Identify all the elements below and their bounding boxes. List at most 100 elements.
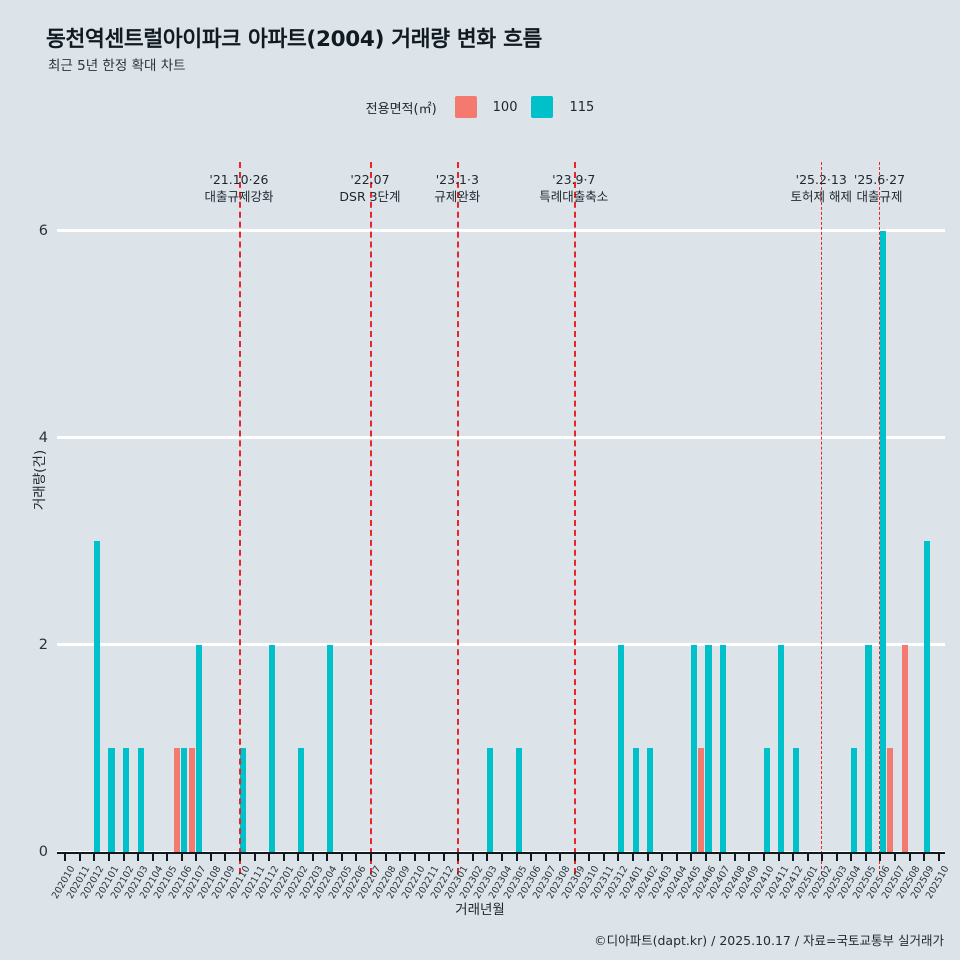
x-tick: [399, 852, 402, 861]
x-tick: [209, 852, 212, 861]
x-tick: [64, 852, 67, 861]
bar-115-202101[interactable]: [108, 748, 115, 852]
x-tick: [355, 852, 358, 861]
bar-115-202411[interactable]: [778, 644, 785, 852]
x-tick: [864, 852, 867, 861]
event-line-202309: [573, 162, 576, 874]
gridline: [57, 436, 945, 440]
event-label-202502: '25.2·13 토허제 해제: [791, 172, 852, 206]
y-axis-label: 거래량(건): [32, 449, 49, 511]
event-text: 대출규제강화: [204, 189, 274, 205]
x-tick: [733, 852, 736, 861]
legend-item-115[interactable]: 115: [531, 96, 594, 118]
y-tick-label: 2: [38, 636, 48, 653]
bar-100-202507[interactable]: [887, 748, 894, 852]
x-tick: [369, 852, 372, 861]
x-tick: [151, 852, 154, 861]
x-tick: [180, 852, 183, 861]
bar-115-202204[interactable]: [326, 644, 334, 852]
bar-115-202401[interactable]: [632, 748, 639, 852]
bar-115-202110[interactable]: [239, 748, 246, 852]
bar-115-202412[interactable]: [792, 748, 799, 852]
bar-115-202103[interactable]: [137, 748, 144, 852]
x-tick: [253, 852, 256, 861]
x-tick: [442, 852, 445, 861]
x-tick: [122, 852, 125, 861]
x-tick: [428, 852, 431, 861]
bar-100-202406[interactable]: [698, 748, 705, 852]
bar-100-202107[interactable]: [188, 748, 195, 852]
legend-label-100: 100: [492, 99, 518, 115]
x-tick: [588, 852, 591, 861]
x-tick: [340, 852, 343, 861]
x-axis-label: 거래년월: [455, 902, 505, 918]
x-tick: [530, 852, 533, 861]
x-tick: [792, 852, 795, 861]
event-label-202309: '23.9·7 특례대출축소: [539, 172, 608, 206]
event-date: '23.9·7: [552, 172, 596, 188]
bar-115-202407[interactable]: [719, 644, 727, 852]
x-tick: [224, 852, 227, 861]
bar-115-202312[interactable]: [617, 644, 625, 852]
x-tick: [777, 852, 780, 861]
event-line-202301: [457, 162, 460, 874]
x-tick: [675, 852, 678, 861]
x-tick: [195, 852, 198, 861]
bar-100-202508[interactable]: [901, 644, 909, 852]
event-label-202506: '25.6·27 대출규제: [854, 172, 905, 206]
x-tick: [282, 852, 285, 861]
bar-115-202410[interactable]: [763, 748, 770, 852]
bar-115-202303[interactable]: [486, 748, 494, 852]
x-tick: [559, 852, 562, 861]
x-tick: [268, 852, 271, 861]
x-tick: [617, 852, 620, 861]
x-tick: [413, 852, 416, 861]
x-tick: [573, 852, 576, 861]
x-tick: [690, 852, 693, 861]
event-line-202506: [879, 162, 881, 874]
bar-115-202305[interactable]: [516, 748, 523, 852]
x-tick: [821, 852, 824, 861]
x-tick: [879, 852, 882, 861]
bar-115-202406[interactable]: [705, 644, 712, 852]
x-tick: [93, 852, 96, 861]
chart-legend: 전용면적(㎡) 100 115: [0, 96, 960, 118]
event-date: '23.1·3: [435, 172, 479, 188]
bar-115-202405[interactable]: [690, 644, 697, 852]
x-tick: [544, 852, 547, 861]
event-text: DSR 3단계: [339, 189, 401, 205]
x-tick: [107, 852, 110, 861]
x-tick: [806, 852, 809, 861]
bar-115-202509[interactable]: [923, 541, 930, 852]
x-tick: [835, 852, 838, 861]
event-date: '25.2·13: [795, 172, 847, 188]
event-text: 토허제 해제: [790, 189, 852, 205]
bar-115-202012[interactable]: [93, 541, 101, 852]
x-tick: [704, 852, 707, 861]
x-tick: [602, 852, 605, 861]
bar-115-202402[interactable]: [647, 748, 654, 852]
event-text: 규제완화: [434, 189, 481, 205]
event-date: '25.6·27: [853, 172, 906, 188]
bar-115-202506[interactable]: [880, 230, 887, 852]
legend-swatch-100: [454, 96, 477, 118]
bar-100-202106[interactable]: [173, 748, 181, 852]
x-tick: [166, 852, 169, 861]
bar-115-202504[interactable]: [850, 748, 858, 852]
x-tick: [457, 852, 460, 861]
event-line-202110: [238, 162, 241, 874]
x-tick: [137, 852, 140, 861]
bar-115-202102[interactable]: [123, 748, 130, 852]
x-tick: [515, 852, 518, 861]
bar-115-202106[interactable]: [181, 748, 188, 852]
x-tick: [850, 852, 853, 861]
bar-115-202202[interactable]: [297, 748, 304, 852]
legend-item-100[interactable]: 100: [454, 96, 518, 118]
bar-115-202112[interactable]: [268, 644, 275, 852]
bar-115-202107[interactable]: [195, 644, 203, 852]
bar-115-202505[interactable]: [865, 644, 872, 852]
x-tick: [719, 852, 722, 861]
page-subtitle: 최근 5년 한정 확대 차트: [48, 58, 186, 74]
x-tick: [661, 852, 664, 861]
legend-label-115: 115: [569, 99, 595, 115]
